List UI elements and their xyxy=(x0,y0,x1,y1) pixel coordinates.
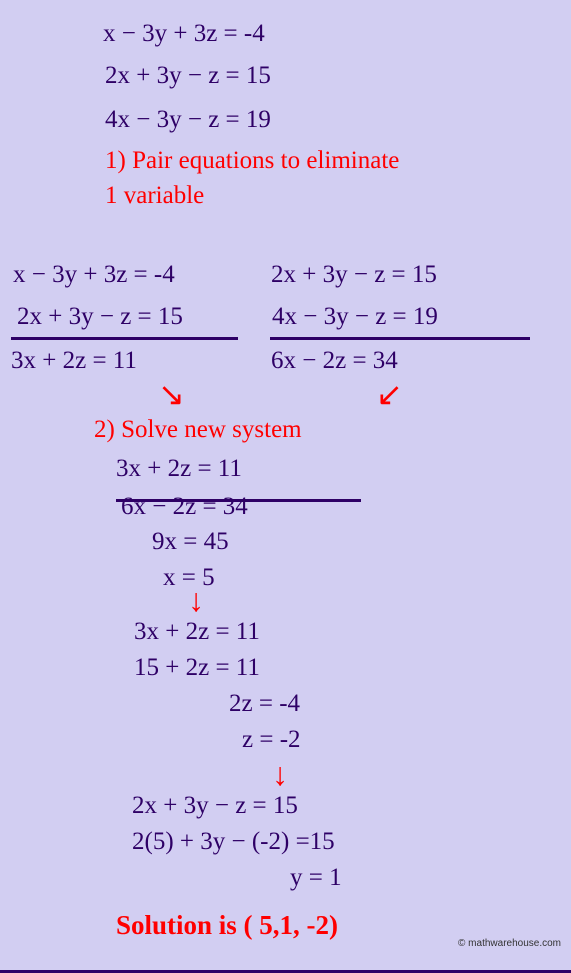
system-eq-2: 2x + 3y − z = 15 xyxy=(105,62,271,90)
underline-bar xyxy=(116,499,361,502)
pair-a-bottom: 2x + 3y − z = 15 xyxy=(17,303,183,331)
arrow-icon: ↙ xyxy=(376,378,403,410)
backsub-z-line-1: 3x + 2z = 11 xyxy=(134,618,260,646)
backsub-y-line-1: 2x + 3y − z = 15 xyxy=(132,792,298,820)
pair-a-top: x − 3y + 3z = -4 xyxy=(13,261,175,289)
pair-b-bottom: 4x − 3y − z = 19 xyxy=(272,303,438,331)
step-1-label-line-2: 1 variable xyxy=(105,182,204,210)
backsub-z-line-4: z = -2 xyxy=(242,726,301,754)
newsys-sum: 9x = 45 xyxy=(152,528,229,556)
copyright-text: © mathwarehouse.com xyxy=(458,938,561,949)
step-1-label-line-1: 1) Pair equations to eliminate xyxy=(105,147,399,175)
solution-text: Solution is ( 5,1, -2) xyxy=(116,910,338,941)
backsub-z-line-3: 2z = -4 xyxy=(229,690,300,718)
system-eq-3: 4x − 3y − z = 19 xyxy=(105,106,271,134)
backsub-z-line-2: 15 + 2z = 11 xyxy=(134,654,260,682)
system-eq-1: x − 3y + 3z = -4 xyxy=(103,20,265,48)
pair-b-result: 6x − 2z = 34 xyxy=(271,347,398,375)
backsub-y-line-2: 2(5) + 3y − (-2) =15 xyxy=(132,828,335,856)
newsys-eq-1: 3x + 2z = 11 xyxy=(116,455,242,483)
arrow-icon: ↘ xyxy=(158,378,185,410)
underline-bar xyxy=(11,337,238,340)
arrow-icon: ↓ xyxy=(188,584,204,616)
step-2-label: 2) Solve new system xyxy=(94,416,302,444)
arrow-icon: ↓ xyxy=(272,758,288,790)
underline-bar xyxy=(270,337,530,340)
backsub-y-line-3: y = 1 xyxy=(290,864,342,892)
pair-b-top: 2x + 3y − z = 15 xyxy=(271,261,437,289)
pair-a-result: 3x + 2z = 11 xyxy=(11,347,137,375)
newsys-eq-2: 6x − 2z = 34 xyxy=(121,493,248,521)
